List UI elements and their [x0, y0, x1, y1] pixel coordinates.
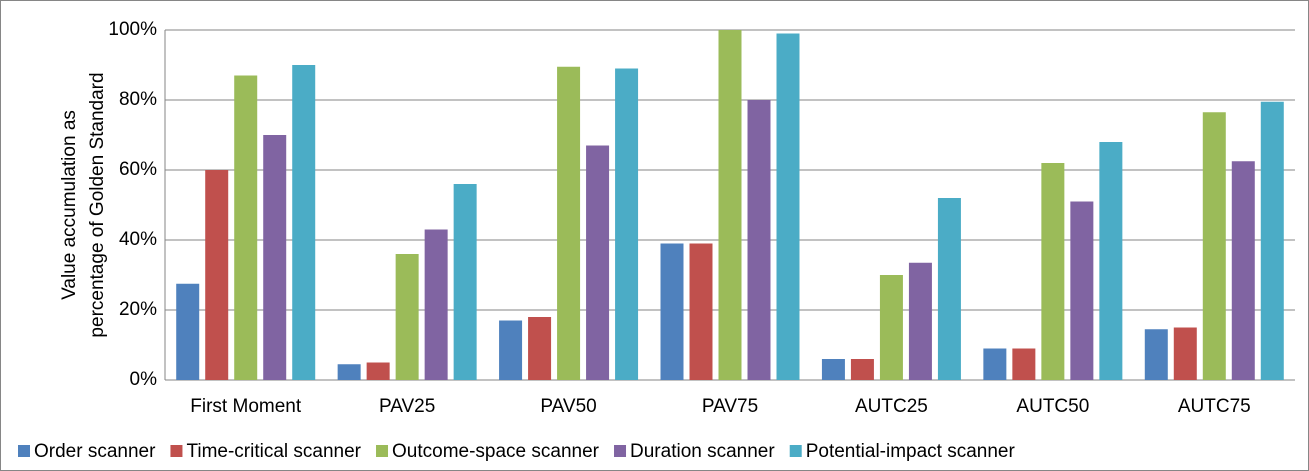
bar	[908, 262, 932, 380]
bar	[1144, 329, 1168, 380]
bar	[821, 359, 845, 380]
y-axis-label: Value accumulation as	[59, 110, 80, 300]
bar	[747, 100, 771, 380]
bar	[718, 30, 742, 380]
bar	[557, 66, 581, 380]
y-tick-label: 20%	[119, 299, 157, 320]
bar	[337, 364, 361, 380]
bar	[689, 243, 713, 380]
bar	[850, 359, 874, 380]
bar	[1099, 142, 1123, 380]
bar	[263, 135, 287, 380]
bar	[937, 198, 961, 380]
bar	[499, 320, 523, 380]
bar	[1041, 163, 1065, 380]
y-tick-label: 60%	[119, 159, 157, 180]
bar	[424, 229, 448, 380]
bar	[879, 275, 903, 380]
y-tick-label: 100%	[108, 19, 157, 40]
legend-label: Time-critical scanner	[186, 441, 361, 462]
bar	[983, 348, 1007, 380]
x-tick-label: AUTC75	[1178, 396, 1251, 417]
bar	[1012, 348, 1036, 380]
x-tick-label: AUTC25	[855, 396, 928, 417]
bar	[1173, 327, 1197, 380]
x-tick-label: PAV75	[702, 396, 758, 417]
legend-swatch	[789, 445, 802, 457]
bar	[1231, 161, 1255, 380]
bar	[1260, 101, 1284, 380]
x-tick-label: PAV50	[540, 396, 596, 417]
bar	[234, 75, 258, 380]
bar	[660, 243, 684, 380]
y-tick-label: 80%	[119, 89, 157, 110]
x-tick-label: First Moment	[190, 396, 302, 417]
y-axis-label: percentage of Golden Standard	[87, 72, 108, 337]
legend-swatch	[376, 445, 389, 457]
bar	[453, 184, 477, 380]
legend-swatch	[170, 445, 183, 457]
legend-swatch	[614, 445, 627, 457]
bar	[586, 145, 610, 380]
y-tick-label: 40%	[119, 229, 157, 250]
legend-label: Outcome-space scanner	[392, 441, 600, 462]
bar	[395, 254, 419, 380]
bar	[776, 33, 800, 380]
x-tick-label: PAV25	[379, 396, 435, 417]
bar	[528, 317, 552, 380]
x-tick-label: AUTC50	[1016, 396, 1089, 417]
bar	[366, 362, 390, 380]
bar	[176, 283, 200, 380]
bar	[1070, 201, 1094, 380]
legend-label: Order scanner	[34, 441, 156, 462]
bar	[205, 170, 229, 380]
bar	[292, 65, 316, 380]
bar	[1202, 112, 1226, 380]
legend-label: Potential-impact scanner	[806, 441, 1016, 462]
legend-swatch	[18, 445, 30, 457]
y-tick-label: 0%	[130, 369, 158, 390]
legend-label: Duration scanner	[630, 441, 775, 462]
bar	[615, 68, 639, 380]
